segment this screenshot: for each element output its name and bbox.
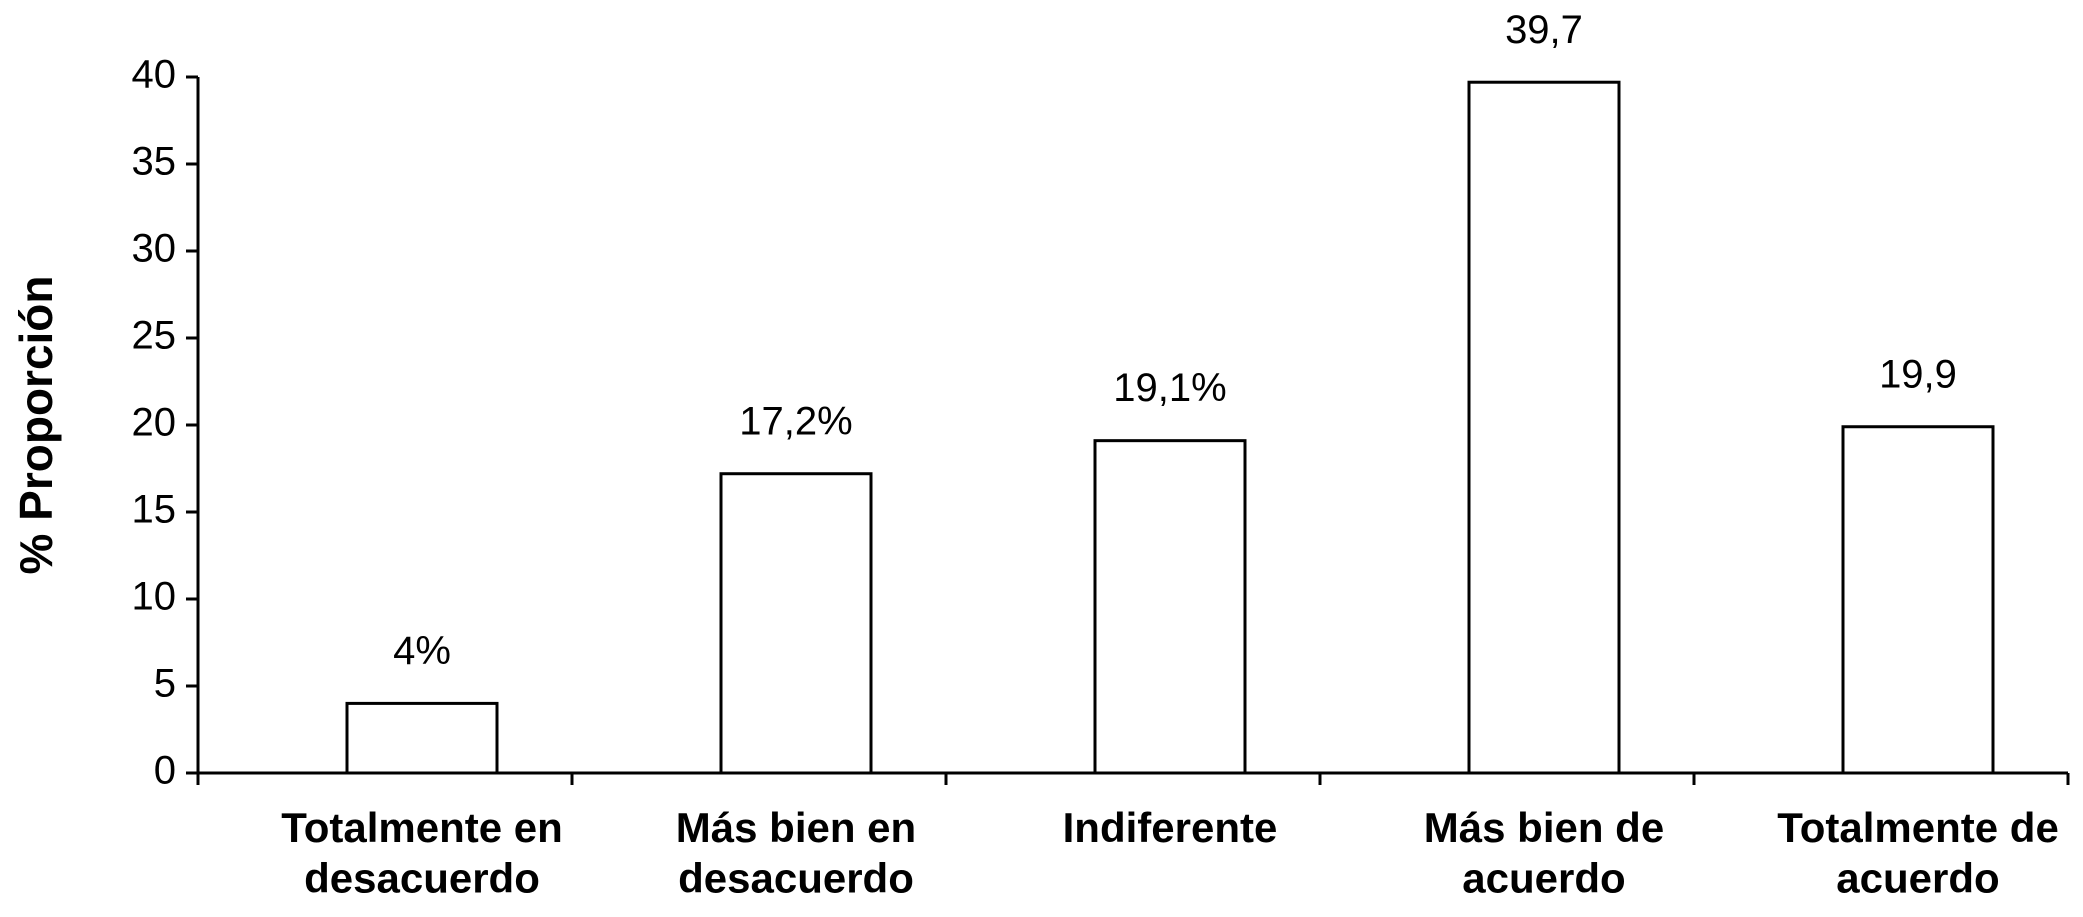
x-tick-label: Más bien de acuerdo — [1424, 804, 1664, 901]
y-tick-label: 35 — [132, 140, 177, 184]
bar — [1841, 425, 1995, 775]
value-label: 4% — [393, 629, 451, 673]
x-tick-label: Indiferente — [1063, 804, 1278, 851]
y-tick-label: 10 — [132, 575, 177, 619]
x-tick-label: Totalmente de acuerdo — [1777, 804, 2059, 901]
y-tick-label: 30 — [132, 227, 177, 271]
bar — [345, 701, 499, 775]
value-label: 19,9 — [1879, 352, 1957, 396]
x-tick-label: Más bien en desacuerdo — [676, 804, 916, 901]
bar — [1093, 439, 1247, 775]
value-label: 39,7 — [1505, 8, 1583, 52]
bar — [719, 472, 873, 775]
y-axis-label: % Proporción — [10, 275, 62, 574]
bar — [1467, 80, 1621, 775]
y-tick-label: 5 — [154, 662, 176, 706]
y-tick-label: 25 — [132, 314, 177, 358]
value-label: 19,1% — [1113, 366, 1226, 410]
x-tick-label: Totalmente en desacuerdo — [281, 804, 563, 901]
y-tick-label: 0 — [154, 749, 176, 793]
y-tick-label: 40 — [132, 53, 177, 97]
y-tick-label: 20 — [132, 401, 177, 445]
value-label: 17,2% — [739, 399, 852, 443]
y-tick-label: 15 — [132, 488, 177, 532]
